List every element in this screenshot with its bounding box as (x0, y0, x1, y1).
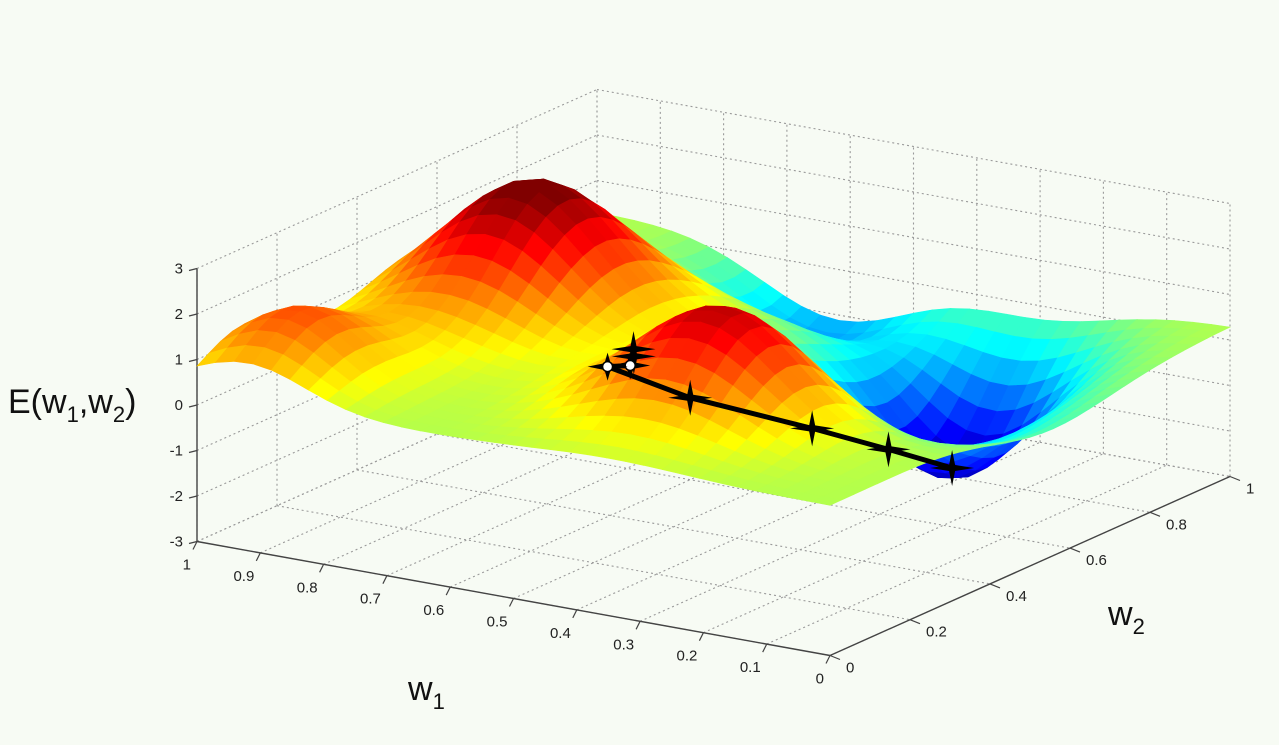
descent-step-marker (866, 431, 911, 468)
z-tick-mark (188, 540, 198, 545)
descent-point-circle (624, 359, 636, 372)
error-surface (196, 178, 1232, 506)
w1-tick-mark (192, 541, 198, 550)
w2-tick-label: 1 (1246, 481, 1254, 498)
tick-labels: -3 -2 -1 0 1 2 3 0 0.1 0.2 0.3 0.4 0.5 0.6 0.7 0.8 0.9 1 0… (170, 261, 1255, 688)
w1-tick-mark (698, 632, 704, 641)
w1-tick-label: 0.3 (613, 636, 634, 653)
w1-tick-mark (635, 621, 641, 630)
w1-tick-mark (255, 552, 261, 562)
grid-line (276, 505, 911, 621)
z-tick-label: 3 (175, 261, 183, 278)
z-tick-mark (188, 495, 198, 499)
w1-tick-label: 0.6 (423, 602, 444, 619)
z-tick-label: -1 (170, 443, 183, 460)
w1-tick-mark (382, 575, 388, 584)
descent-step-marker (668, 379, 713, 416)
w2-tick-mark (909, 619, 921, 625)
grid-line (196, 88, 598, 270)
grid-line (596, 179, 1231, 296)
grid-line (596, 88, 1231, 205)
w1-tick-label: 0.1 (740, 659, 761, 676)
w2-tick-mark (1229, 475, 1241, 482)
descent-step-marker (930, 450, 975, 487)
w1-tick-label: 0.5 (487, 614, 508, 631)
z-tick-mark (188, 358, 198, 363)
z-tick-mark (188, 267, 198, 272)
w1-tick-label: 0.2 (677, 648, 698, 665)
w1-tick-label: 1 (183, 557, 191, 574)
w1-tick-label: 0.8 (297, 579, 318, 596)
w1-axis-label: w1 (407, 670, 445, 714)
w1-tick-mark (762, 643, 768, 653)
w1-tick-label: 0 (816, 671, 824, 688)
z-tick-label: -2 (170, 488, 183, 505)
z-axis-label: E(w1,w2) (8, 383, 136, 427)
w1-tick-mark (445, 586, 451, 596)
w2-tick-mark (829, 654, 841, 661)
w2-axis-label: w2 (1107, 595, 1145, 639)
grid-line (766, 464, 1167, 645)
z-tick-mark (188, 313, 198, 317)
w2-tick-mark (989, 583, 1001, 589)
grid-line (196, 134, 598, 315)
surface-patch (810, 496, 843, 506)
descent-point-circle (601, 360, 614, 373)
grid-line (596, 134, 1231, 250)
w2-tick-label: 0.4 (1006, 588, 1027, 605)
w1-tick-label: 0.9 (233, 568, 254, 585)
w2-tick-label: 0.8 (1166, 516, 1187, 533)
w2-axis-line (829, 475, 1231, 657)
z-tick-label: 2 (175, 306, 183, 323)
w1-tick-mark (825, 655, 831, 664)
w1-tick-label: 0.4 (550, 625, 571, 642)
w1-tick-mark (572, 609, 578, 619)
descent-step-marker (790, 410, 835, 447)
z-tick-label: -3 (170, 534, 183, 551)
grid-line (356, 469, 991, 585)
w2-tick-mark (1149, 511, 1161, 517)
z-tick-mark (188, 404, 198, 408)
w2-tick-label: 0 (846, 660, 854, 677)
grid-line (436, 433, 1071, 549)
grid-line (703, 453, 1104, 634)
z-tick-label: 0 (175, 397, 183, 414)
w2-tick-label: 0.6 (1086, 552, 1107, 569)
z-tick-label: 1 (175, 352, 183, 369)
w1-tick-mark (508, 598, 515, 607)
w2-tick-mark (1069, 547, 1081, 553)
descent-path (587, 331, 975, 487)
z-tick-mark (188, 449, 198, 454)
descent-step-marker (611, 338, 656, 375)
w2-tick-label: 0.2 (926, 624, 947, 641)
w1-tick-mark (319, 564, 325, 573)
w1-tick-label: 0.7 (360, 591, 381, 608)
